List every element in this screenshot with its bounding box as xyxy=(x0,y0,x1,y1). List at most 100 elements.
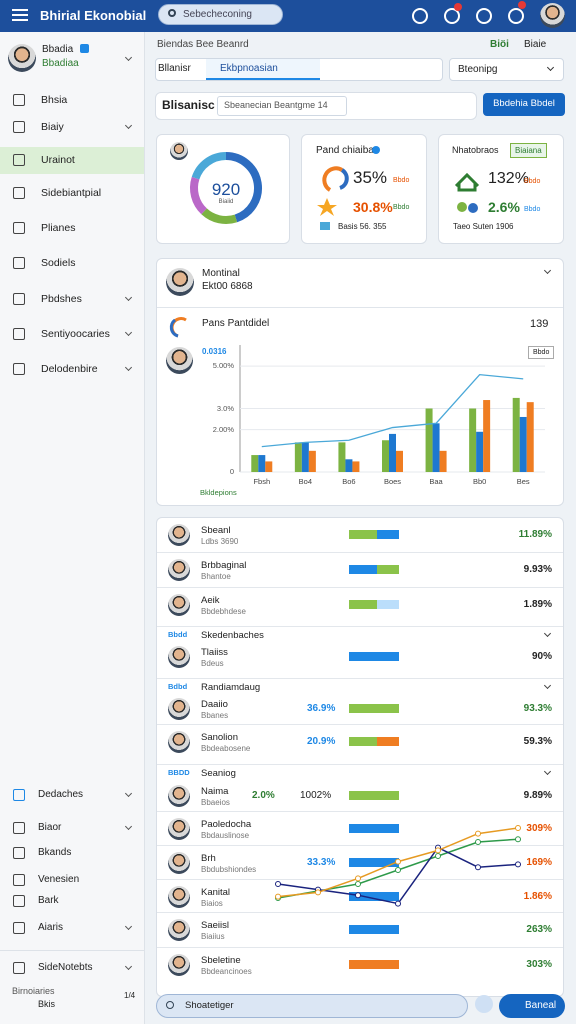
section-title: Randiamdaug xyxy=(201,682,261,693)
row-name[interactable]: Paoledocha xyxy=(201,819,252,830)
nav-icon xyxy=(13,257,25,269)
nav-item[interactable]: Biaiy xyxy=(41,121,64,133)
row-avatar xyxy=(168,646,190,668)
divider xyxy=(0,950,144,951)
header-icon[interactable] xyxy=(412,8,428,24)
search-box[interactable]: Sebecheconing xyxy=(158,4,283,25)
card-value: 30.8% xyxy=(353,199,393,215)
row-avatar xyxy=(168,731,190,753)
card-tag: Bbdo xyxy=(524,178,541,185)
nav-item[interactable]: Bhsia xyxy=(41,94,68,106)
row-name[interactable]: Kanital xyxy=(201,887,231,898)
nav-item[interactable]: Sidebiantpial xyxy=(41,187,102,199)
row-pct: 169% xyxy=(526,857,552,868)
chart-footer: Bkldepions xyxy=(200,488,237,497)
row-name[interactable]: Sbeletine xyxy=(201,955,241,966)
primary-button[interactable]: Bbdehia Bbdel xyxy=(483,93,565,116)
user-avatar av[interactable] xyxy=(540,3,565,28)
nav-icon xyxy=(13,222,25,234)
card-tag: Bbdo xyxy=(393,177,410,184)
row-bar xyxy=(349,960,377,969)
bottom-input[interactable]: Shoatetiger xyxy=(156,994,468,1018)
row-sub: Bbdubshiondes xyxy=(201,865,257,874)
row-bar xyxy=(377,858,399,867)
nav-icon xyxy=(13,895,25,907)
chart-tooltip: Bbdo xyxy=(528,346,555,359)
nav-item[interactable]: Venesien xyxy=(38,874,80,885)
nav-icon xyxy=(13,187,25,199)
row-pct: 90% xyxy=(531,651,552,662)
row-name[interactable]: Sbeanl xyxy=(201,525,231,536)
row-sub: Biaiius xyxy=(201,932,225,941)
row-name[interactable]: Naima xyxy=(201,786,229,797)
top-link[interactable]: Biaie xyxy=(524,39,547,50)
row-pct: 303% xyxy=(526,959,552,970)
row-bar xyxy=(349,704,377,713)
menu-icon[interactable] xyxy=(12,9,28,21)
row-bar xyxy=(377,824,399,833)
row-name[interactable]: Tlaiiss xyxy=(201,647,228,658)
section-title: Seaniog xyxy=(201,768,236,779)
nav-icon xyxy=(13,922,25,934)
notification-dot xyxy=(518,1,526,9)
nav-icon xyxy=(13,822,25,834)
row-avatar xyxy=(168,559,190,581)
divider xyxy=(157,307,563,308)
nav-item[interactable]: Aiaris xyxy=(38,922,64,933)
dropdown[interactable]: Bteonipg xyxy=(449,58,564,81)
row-divider xyxy=(157,845,563,846)
header-icon[interactable] xyxy=(476,8,492,24)
nav-item[interactable]: Delodenbire xyxy=(41,363,98,375)
card-tag: Bbdo xyxy=(524,206,541,213)
section-tag: BBDD xyxy=(168,768,190,777)
nav-item[interactable]: Bark xyxy=(38,895,59,906)
row-name[interactable]: Sanolion xyxy=(201,732,238,743)
nav-item[interactable]: SideNotebts xyxy=(38,962,93,973)
x-tick-label: Fbsh xyxy=(253,477,271,486)
nav-item[interactable]: Dedaches xyxy=(38,789,84,800)
panel-title: Montinal xyxy=(202,268,240,279)
y-tick-label: 5.00% xyxy=(212,361,234,371)
row-bar xyxy=(377,791,399,800)
x-tick-label: Bes xyxy=(516,477,530,486)
section-title: Skedenbaches xyxy=(201,630,264,641)
row-divider xyxy=(157,912,563,913)
nav-item[interactable]: Pbdshes xyxy=(41,293,82,305)
header-icon[interactable] xyxy=(444,8,460,24)
nav-icon xyxy=(13,874,25,886)
x-tick-label: Boes xyxy=(383,477,402,486)
row-name[interactable]: Saeiisl xyxy=(201,920,229,931)
menu-icon-mid xyxy=(12,14,28,16)
nav-item[interactable]: Bkands xyxy=(38,847,72,858)
row-bar xyxy=(349,858,377,867)
row-avatar xyxy=(168,524,190,546)
header-icon[interactable] xyxy=(508,8,524,24)
nav-item[interactable]: Plianes xyxy=(41,222,76,234)
input-icon xyxy=(166,1001,174,1009)
search-input[interactable]: Sbeanecian Beantgme 14 xyxy=(217,96,347,116)
nav-item[interactable]: Sentiyoocaries xyxy=(41,328,110,340)
tab[interactable]: Bllanisr xyxy=(158,63,191,74)
row-pct: 9.93% xyxy=(523,564,552,575)
round-button[interactable] xyxy=(475,995,493,1013)
row-name[interactable]: Brbbaginal xyxy=(201,560,247,571)
row-bar xyxy=(349,565,377,574)
bottom-button[interactable]: Baneal xyxy=(499,994,565,1018)
card-value: 2.6% xyxy=(488,199,520,215)
row-bar xyxy=(377,704,399,713)
row-pct: 9.89% xyxy=(523,790,552,801)
nav-item[interactable]: Sodiels xyxy=(41,257,76,269)
row-name[interactable]: Daaiio xyxy=(201,699,228,710)
nav-item[interactable]: Biaor xyxy=(38,822,62,833)
row-mid-value: 1002% xyxy=(300,790,332,801)
nav-item[interactable]: Urainot xyxy=(41,154,75,166)
row-avatar xyxy=(168,818,190,840)
row-bar xyxy=(349,600,377,609)
top-link[interactable]: Biöi xyxy=(490,39,509,50)
row-bar xyxy=(349,925,377,934)
row-bar xyxy=(377,892,399,901)
row-name[interactable]: Aeik xyxy=(201,595,220,606)
row-avatar xyxy=(168,698,190,720)
tab[interactable]: Ekbpnoasian xyxy=(220,63,278,74)
row-name[interactable]: Brh xyxy=(201,853,216,864)
